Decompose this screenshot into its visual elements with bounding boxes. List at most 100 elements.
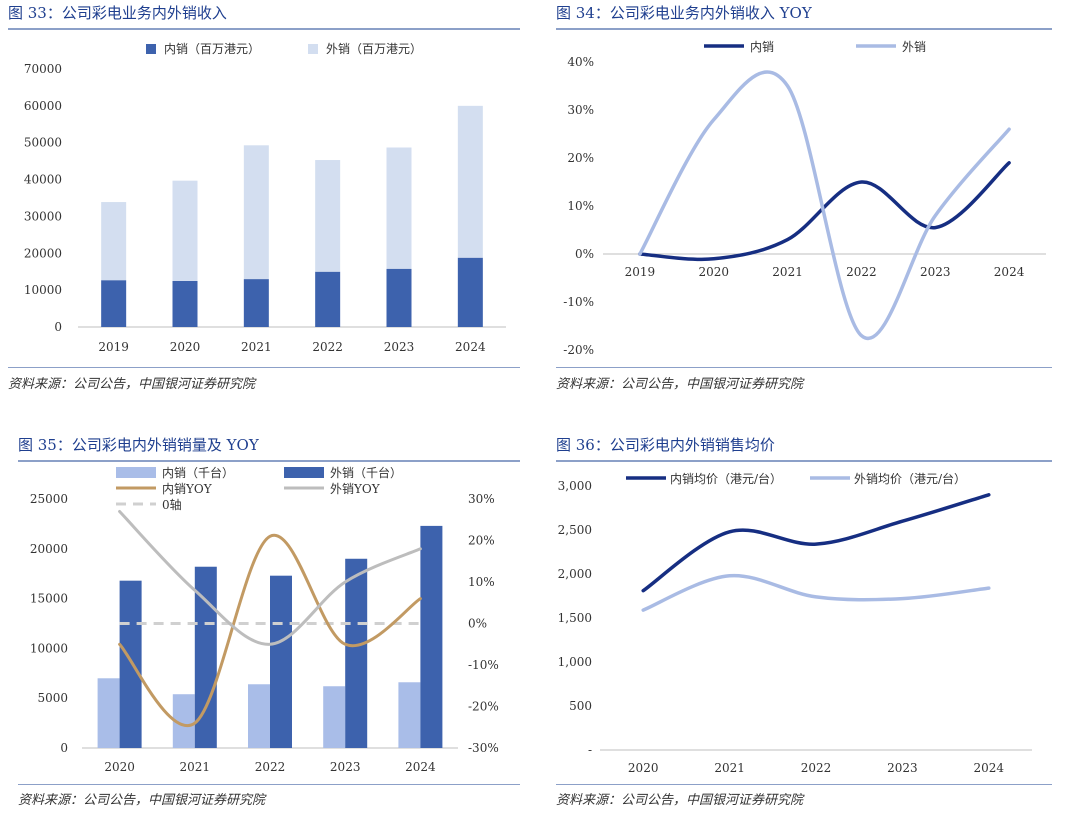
bar-domestic-volume xyxy=(248,684,270,748)
bar-overseas xyxy=(457,105,483,258)
source-note: 资料来源：公司公告，中国银河证券研究院 xyxy=(556,793,804,808)
bar-overseas xyxy=(386,147,412,269)
source-rule xyxy=(556,367,1052,368)
title-rule xyxy=(8,28,520,30)
source-note: 资料来源：公司公告，中国银河证券研究院 xyxy=(556,377,804,392)
x-tick-label: 2021 xyxy=(714,761,745,775)
x-tick-label: 2023 xyxy=(384,340,415,354)
x-tick-label: 2023 xyxy=(920,265,951,279)
panel-avg-price: 图 36：公司彩电内外销销售均价 - 500 1,000 1,500 2,000 2,50… xyxy=(556,434,1052,814)
title-rule xyxy=(556,460,1052,462)
y-tick-label: 60000 xyxy=(24,99,62,113)
legend-label: 外销YOY xyxy=(330,482,381,496)
bar-overseas-volume xyxy=(420,525,443,748)
bar-domestic-volume xyxy=(97,678,120,748)
domestic-yoy-line xyxy=(638,161,1011,262)
y-tick-label: 10000 xyxy=(30,641,68,655)
legend-swatch xyxy=(284,467,324,478)
x-tick-label: 2024 xyxy=(455,340,486,354)
bar-overseas-volume xyxy=(119,580,142,748)
y-tick-label: 0% xyxy=(575,247,594,261)
y-tick-label: 25000 xyxy=(30,492,68,506)
bar-domestic xyxy=(101,280,127,327)
legend-label: 内销YOY xyxy=(162,482,213,496)
y2-tick-label: 20% xyxy=(468,534,495,548)
bar-domestic xyxy=(243,279,269,327)
panel-revenue: 图 33：公司彩电业务内外销收入 0 10000 20000 30000 40000 50… xyxy=(8,2,520,394)
y-tick-label: 2,000 xyxy=(558,567,592,581)
x-tick-label: 2023 xyxy=(330,760,361,774)
legend-swatch xyxy=(308,44,318,54)
y2-tick-label: 0% xyxy=(468,617,487,631)
avg-price-chart: - 500 1,000 1,500 2,000 2,500 3,000 2020 2021 202… xyxy=(558,471,1032,775)
y-tick-label: 10% xyxy=(567,199,594,213)
y-tick-label: 5000 xyxy=(37,691,68,705)
source-rule xyxy=(556,784,1052,785)
x-tick-label: 2024 xyxy=(405,760,436,774)
y2-tick-label: -30% xyxy=(468,741,499,755)
legend-label: 外销均价（港元/台） xyxy=(854,471,966,486)
bar-domestic xyxy=(315,271,341,327)
y-tick-label: -20% xyxy=(563,343,594,357)
legend-swatch xyxy=(116,467,156,478)
y-tick-label: 30000 xyxy=(24,209,62,223)
title-rule xyxy=(556,28,1052,30)
x-tick-label: 2022 xyxy=(801,761,832,775)
bar-overseas xyxy=(243,145,269,280)
domestic-yoy-line xyxy=(118,533,422,728)
legend-swatch xyxy=(146,44,156,54)
bar-domestic-volume xyxy=(398,682,421,748)
x-tick-label: 2020 xyxy=(628,761,659,775)
y-tick-label: 50000 xyxy=(24,136,62,150)
y-tick-label: 20000 xyxy=(24,246,62,260)
bar-overseas xyxy=(172,180,198,281)
y-tick-label: 40000 xyxy=(24,173,62,187)
x-tick-label: 2020 xyxy=(104,760,135,774)
x-tick-label: 2021 xyxy=(180,760,211,774)
y-tick-label: 1,500 xyxy=(558,611,592,625)
panel-title: 图 36：公司彩电内外销销售均价 xyxy=(556,436,775,454)
legend-label: 内销（百万港元） xyxy=(164,42,260,56)
revenue-chart: 0 10000 20000 30000 40000 50000 60000 70000 2019… xyxy=(24,42,506,354)
revenue-yoy-chart: -20% -10% 0% 10% 20% 30% 40% 2019 2020 2021 2022 20… xyxy=(563,40,1046,357)
source-rule xyxy=(8,367,520,368)
legend-label: 外销（百万港元） xyxy=(326,42,422,56)
bar-domestic-volume xyxy=(172,694,195,748)
legend-label: 外销 xyxy=(902,40,926,54)
bar-overseas-volume xyxy=(270,575,292,748)
source-note: 资料来源：公司公告，中国银河证券研究院 xyxy=(18,793,266,808)
panel-title: 图 33：公司彩电业务内外销收入 xyxy=(8,4,227,22)
legend-label: 内销均价（港元/台） xyxy=(670,471,782,486)
bar-overseas-volume xyxy=(345,558,368,748)
bar-overseas xyxy=(315,160,341,272)
y2-tick-label: -20% xyxy=(468,700,499,714)
x-tick-label: 2019 xyxy=(625,265,656,279)
bar-domestic xyxy=(457,257,483,327)
y-tick-label: 30% xyxy=(567,103,594,117)
y-tick-label: 3,000 xyxy=(558,479,592,493)
panel-title: 图 35：公司彩电内外销销量及 YOY xyxy=(18,436,259,454)
y-tick-label: 1,000 xyxy=(558,655,592,669)
y-tick-label: 40% xyxy=(567,55,594,69)
y-tick-label: 20% xyxy=(567,151,594,165)
x-tick-label: 2022 xyxy=(255,760,286,774)
bar-domestic-volume xyxy=(323,686,346,748)
bar-overseas xyxy=(101,202,127,281)
source-rule xyxy=(18,784,520,785)
x-tick-label: 2022 xyxy=(846,265,877,279)
y-tick-label: 2,500 xyxy=(558,523,592,537)
bar-domestic xyxy=(386,268,412,327)
x-tick-label: 2024 xyxy=(994,265,1025,279)
source-note: 资料来源：公司公告，中国银河证券研究院 xyxy=(8,377,256,392)
legend-label: 0轴 xyxy=(162,497,182,512)
y-tick-label: - xyxy=(588,743,592,757)
x-tick-label: 2020 xyxy=(698,265,729,279)
y-tick-label: 20000 xyxy=(30,542,68,556)
y-tick-label: 500 xyxy=(569,699,592,713)
legend-label: 内销（千台） xyxy=(162,465,234,480)
x-tick-label: 2021 xyxy=(241,340,272,354)
y-tick-label: 0 xyxy=(60,741,68,755)
x-tick-label: 2019 xyxy=(98,340,129,354)
y2-tick-label: 10% xyxy=(468,575,495,589)
y2-tick-label: -10% xyxy=(468,658,499,672)
